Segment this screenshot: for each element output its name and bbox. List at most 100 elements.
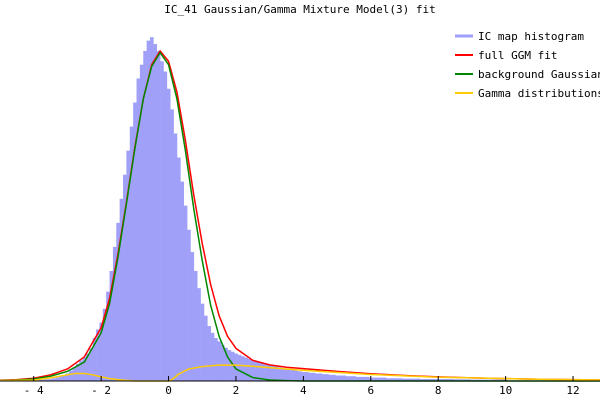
histogram-bar — [328, 374, 336, 381]
histogram-bar — [153, 44, 158, 381]
histogram-bar — [170, 109, 174, 381]
histogram-bar — [65, 373, 70, 381]
histogram-bar — [200, 303, 205, 381]
histogram-bar — [126, 150, 131, 381]
histogram-bar — [143, 50, 147, 381]
histogram-bar — [106, 291, 110, 381]
histogram-bar — [288, 369, 292, 381]
histogram-bar — [257, 362, 262, 381]
histogram-bar — [190, 252, 195, 381]
histogram-bar — [335, 375, 346, 381]
histogram-bar — [197, 288, 201, 381]
histogram-bar — [294, 370, 299, 381]
legend-item-ic-map-histogram: IC map histogram — [455, 30, 584, 43]
x-tick-label: - 4 — [24, 384, 44, 397]
histogram-bar — [160, 61, 164, 381]
histogram-bar — [369, 377, 387, 381]
x-tick-label: 12 — [566, 384, 579, 397]
histogram-bar — [261, 363, 265, 381]
histogram-bar — [247, 359, 252, 381]
histogram-bar — [58, 376, 63, 381]
histogram-bar — [82, 356, 87, 381]
histogram-bar — [109, 270, 114, 381]
histogram-bar — [274, 366, 279, 381]
histogram-bar — [291, 370, 296, 381]
histogram-bar — [193, 270, 198, 381]
histogram-bar — [241, 356, 245, 381]
histogram-bar — [166, 88, 171, 381]
histogram-bar — [156, 50, 161, 381]
histogram-bar — [146, 40, 151, 381]
histogram-bar — [75, 363, 80, 381]
histogram-bar — [251, 360, 255, 381]
x-tick-label: - 2 — [91, 384, 111, 397]
histogram-bar — [187, 229, 191, 381]
histogram-bar — [220, 344, 225, 381]
histogram-bar — [234, 353, 238, 381]
histogram-bar — [123, 174, 127, 381]
x-tick-label: 0 — [165, 384, 172, 397]
histogram-bar — [203, 315, 208, 381]
histogram-bar — [112, 246, 117, 381]
x-tick-label: 6 — [367, 384, 374, 397]
histogram-bar — [210, 332, 215, 381]
histogram-bar — [116, 222, 120, 381]
histogram-bar — [55, 377, 60, 381]
gamma-distributions-line — [0, 364, 600, 382]
chart-title: IC_41 Gaussian/Gamma Mixture Model(3) fi… — [164, 3, 436, 16]
histogram-bar — [315, 373, 323, 381]
legend-label: Gamma distributions — [478, 87, 600, 100]
histogram-bar — [267, 365, 272, 381]
histogram-bar — [150, 37, 154, 381]
legend-label: background Gaussian — [478, 68, 600, 81]
histogram-bar — [42, 379, 46, 381]
histogram-bar — [62, 375, 67, 381]
histogram-bar — [453, 379, 471, 381]
histogram-bar — [163, 71, 168, 381]
histogram-bar — [308, 372, 316, 381]
x-tick-label: 2 — [233, 384, 240, 397]
histogram-bar — [281, 367, 286, 381]
histogram-bar — [52, 378, 56, 381]
histogram-bar — [69, 370, 73, 381]
histogram-bar — [183, 205, 188, 381]
histogram-bar — [419, 378, 437, 381]
histogram-bar — [129, 126, 134, 381]
histogram-bars — [32, 37, 508, 381]
histogram-bar — [45, 379, 50, 381]
histogram-bar — [96, 329, 100, 381]
histogram-bar — [207, 325, 211, 381]
histogram-bar — [321, 374, 329, 381]
histogram-bar — [48, 378, 53, 381]
legend: IC map histogram full GGM fit background G… — [455, 30, 600, 100]
legend-item-background-gaussian: background Gaussian — [455, 68, 600, 81]
histogram-bar — [102, 308, 107, 381]
x-axis: - 4 - 2 0 2 4 6 8 10 12 — [0, 376, 600, 397]
histogram-bar — [230, 351, 235, 381]
histogram-bar — [136, 78, 141, 381]
histogram-bar — [298, 371, 302, 381]
histogram-bar — [224, 347, 228, 381]
histogram-bar — [271, 365, 276, 381]
histogram-bar — [436, 378, 454, 381]
x-tick-label: 8 — [435, 384, 442, 397]
histogram-bar — [284, 368, 289, 381]
histogram-bar — [79, 360, 83, 381]
histogram-bar — [214, 338, 218, 381]
histogram-bar — [385, 378, 404, 381]
histogram-bar — [217, 341, 222, 381]
histogram-bar — [264, 364, 269, 381]
x-tick-label: 4 — [300, 384, 307, 397]
histogram-bar — [99, 322, 104, 381]
histogram-bar — [38, 379, 43, 381]
legend-label: IC map histogram — [478, 30, 584, 43]
histogram-bar — [173, 133, 178, 381]
x-tick-label: 10 — [499, 384, 512, 397]
histogram-bar — [278, 367, 282, 381]
legend-item-full-ggm-fit: full GGM fit — [455, 49, 557, 62]
histogram-bar — [244, 357, 249, 381]
histogram-bar — [85, 353, 90, 381]
histogram-bar — [355, 376, 370, 381]
legend-label: full GGM fit — [478, 49, 557, 62]
